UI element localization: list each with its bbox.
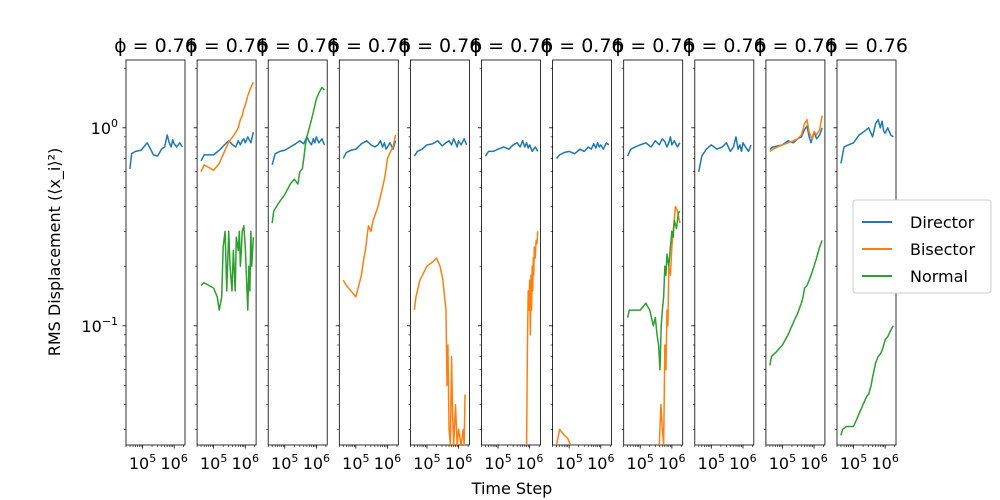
series-group [413, 138, 468, 445]
panel-5: 105 106 ϕ = 0.76 [398, 35, 481, 473]
panel-3: 105 106 ϕ = 0.76 [256, 35, 339, 473]
series-line-bisector [525, 231, 539, 445]
series-group [484, 140, 539, 445]
series-line-director [626, 136, 681, 157]
panel-frame [694, 59, 755, 446]
y-tick-label: 10−1 [81, 315, 118, 336]
panel-title: ϕ = 0.76 [825, 35, 908, 57]
panel-10: 105 106 ϕ = 0.76 [754, 35, 837, 473]
series-line-director [840, 118, 894, 164]
series-group [840, 118, 894, 436]
x-tick-label: 106 [374, 452, 401, 473]
x-tick-label: 106 [587, 452, 614, 473]
x-tick-label: 106 [160, 452, 187, 473]
series-line-director [698, 136, 752, 172]
panel-title: ϕ = 0.76 [256, 35, 339, 57]
series-line-director [413, 138, 468, 157]
x-tick-label: 105 [555, 452, 582, 473]
panel-4: 105 106 ϕ = 0.76 [327, 35, 410, 473]
series-line-bisector [658, 205, 681, 445]
panel-frame [338, 59, 399, 446]
series-line-normal [626, 210, 681, 371]
panel-frame [409, 59, 470, 446]
panel-9: 105 106 ϕ = 0.76 [683, 35, 766, 473]
series-line-bisector [342, 134, 397, 298]
panel-7: 105 106 ϕ = 0.76 [541, 35, 624, 473]
panel-frame [481, 59, 541, 446]
series-line-director [200, 132, 255, 162]
x-tick-label: 105 [200, 452, 227, 473]
series-line-bisector [413, 257, 466, 445]
panel-11: 105 106 ϕ = 0.76 [825, 35, 908, 473]
series-line-director [129, 134, 183, 169]
panel-title: ϕ = 0.76 [754, 35, 837, 57]
panel-title: ϕ = 0.76 [683, 35, 766, 57]
series-line-normal [271, 86, 325, 224]
panel-title: ϕ = 0.76 [612, 35, 695, 57]
series-group [271, 86, 326, 224]
x-tick-label: 106 [658, 452, 685, 473]
panel-6: 105 106 ϕ = 0.76 [470, 35, 553, 473]
series-group [698, 136, 752, 172]
x-tick-label: 105 [413, 452, 440, 473]
legend-label: Bisector [910, 240, 975, 259]
series-line-director [769, 125, 823, 150]
legend: Director Bisector Normal [852, 199, 992, 294]
panel-frame [623, 59, 684, 446]
legend-label: Normal [910, 267, 968, 286]
series-line-bisector [555, 428, 572, 445]
series-group [342, 134, 397, 298]
series-line-director [271, 136, 326, 166]
x-tick-label: 105 [769, 452, 796, 473]
panel-frame [552, 59, 612, 446]
x-tick-label: 106 [729, 452, 756, 473]
legend-label: Director [910, 213, 975, 232]
series-line-director [555, 142, 610, 159]
series-group [555, 142, 610, 445]
x-tick-label: 105 [129, 452, 156, 473]
series-line-normal [769, 240, 823, 366]
series-group [200, 81, 255, 311]
y-axis-label: RMS Displacement (⟨x_i⟩²) [45, 148, 65, 357]
series-line-normal [840, 325, 894, 436]
x-tick-label: 105 [271, 452, 298, 473]
x-tick-label: 105 [698, 452, 725, 473]
x-tick-label: 106 [800, 452, 827, 473]
series-line-director [484, 140, 539, 157]
legend-frame [852, 199, 992, 294]
series-line-normal [200, 225, 255, 311]
x-tick-label: 105 [484, 452, 511, 473]
panel-title: ϕ = 0.76 [114, 35, 197, 57]
panel-title: ϕ = 0.76 [470, 35, 553, 57]
series-group [626, 136, 681, 445]
series-line-director [342, 140, 397, 159]
panel-title: ϕ = 0.76 [541, 35, 624, 57]
panel-2: 105 106 ϕ = 0.76 [185, 35, 268, 473]
y-tick-label: 100 [91, 117, 118, 138]
x-tick-label: 105 [627, 452, 654, 473]
x-tick-label: 106 [303, 452, 330, 473]
x-tick-label: 106 [232, 452, 259, 473]
panel-frame [125, 59, 186, 446]
panel-8: 105 106 ϕ = 0.76 [612, 35, 695, 473]
x-tick-label: 106 [871, 452, 898, 473]
panel-frame [196, 59, 257, 446]
panel-1: 105 106 ϕ = 0.76 100 10−1 [81, 35, 197, 473]
panel-title: ϕ = 0.76 [185, 35, 268, 57]
panel-title: ϕ = 0.76 [327, 35, 410, 57]
panel-frame [267, 59, 328, 446]
panel-frame [765, 59, 826, 446]
panel-title: ϕ = 0.76 [398, 35, 481, 57]
series-line-bisector [200, 81, 255, 173]
series-line-bisector [769, 115, 823, 153]
x-tick-label: 105 [342, 452, 369, 473]
x-tick-label: 106 [445, 452, 472, 473]
series-group [129, 134, 183, 169]
x-axis-label: Time Step [471, 479, 553, 498]
series-group [769, 115, 823, 366]
x-tick-label: 106 [516, 452, 543, 473]
x-tick-label: 105 [840, 452, 867, 473]
